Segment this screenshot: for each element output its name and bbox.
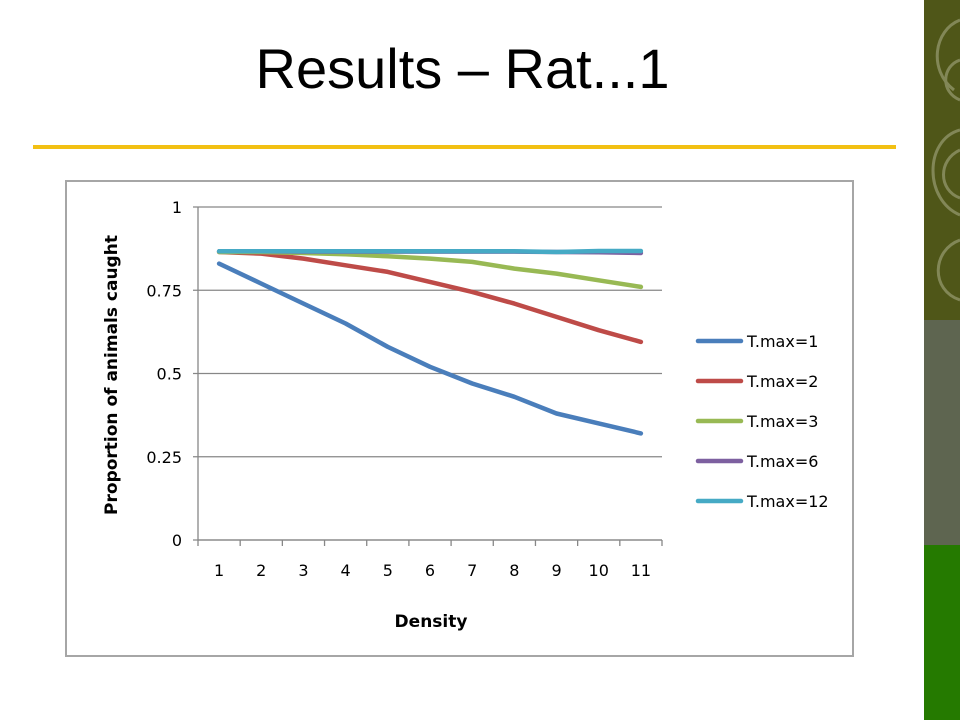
chart-frame: 0 0.25 0.5 0.75 1 1 2 3 4 5 6 7 8 9 10 11 Density Propo… bbox=[65, 180, 854, 657]
side-bar-top-panel bbox=[924, 0, 960, 320]
x-tick-label: 4 bbox=[341, 561, 351, 580]
x-tick-label: 2 bbox=[256, 561, 266, 580]
series-line-t-max-2 bbox=[216, 249, 644, 345]
y-tick-label: 0 bbox=[172, 531, 182, 550]
series-line-t-max-1 bbox=[216, 261, 644, 436]
y-tick-label: 1 bbox=[172, 198, 182, 217]
x-tick-label: 9 bbox=[551, 561, 561, 580]
y-axis-label: Proportion of animals caught bbox=[102, 235, 122, 515]
series-line-t-max-12 bbox=[216, 248, 644, 255]
x-tick-label: 11 bbox=[631, 561, 651, 580]
y-tick-label: 0.75 bbox=[146, 281, 182, 300]
side-bar-bottom-panel bbox=[924, 545, 960, 720]
title-underline bbox=[33, 145, 896, 149]
series-lines bbox=[216, 248, 644, 436]
legend-label: T.max=2 bbox=[746, 372, 818, 391]
x-axis-label: Density bbox=[395, 612, 468, 632]
x-tick-label: 7 bbox=[467, 561, 477, 580]
x-tick-label: 10 bbox=[589, 561, 609, 580]
legend-label: T.max=1 bbox=[746, 332, 818, 351]
side-bar-middle-panel bbox=[924, 320, 960, 545]
decorative-side-bar bbox=[924, 0, 960, 720]
legend-label: T.max=3 bbox=[746, 412, 818, 431]
axes bbox=[197, 207, 663, 546]
swirl-ornament bbox=[931, 18, 960, 302]
y-tick-label: 0.5 bbox=[157, 365, 182, 384]
legend: T.max=1 T.max=2 T.max=3 T.max=6 T.max=12 bbox=[695, 332, 829, 511]
x-tick-label: 6 bbox=[425, 561, 435, 580]
legend-label: T.max=12 bbox=[746, 492, 829, 511]
legend-label: T.max=6 bbox=[746, 452, 818, 471]
x-tick-label: 8 bbox=[509, 561, 519, 580]
y-tick-label: 0.25 bbox=[146, 448, 182, 467]
x-tick-label: 1 bbox=[214, 561, 224, 580]
x-tick-label: 3 bbox=[298, 561, 308, 580]
x-tick-label: 5 bbox=[383, 561, 393, 580]
slide-title: Results – Rat...1 bbox=[255, 37, 670, 100]
